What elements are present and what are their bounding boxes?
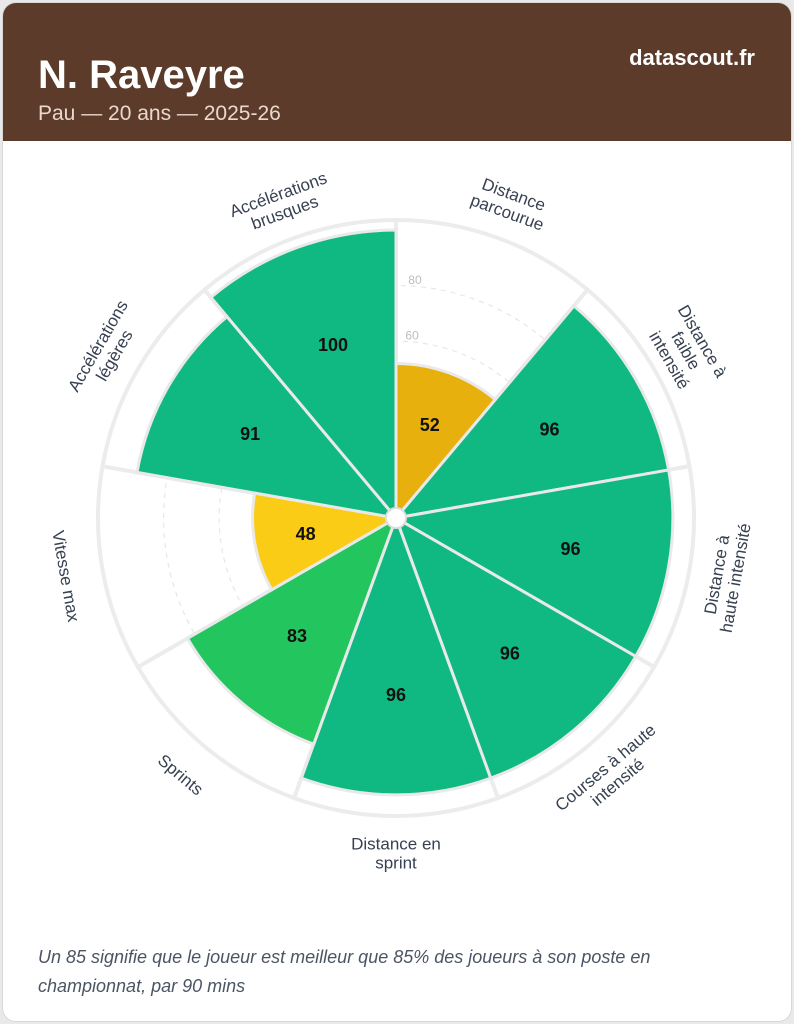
value-label: 96 (539, 419, 559, 439)
data-bar (394, 304, 671, 520)
value-label: 96 (500, 644, 520, 664)
data-bar (209, 228, 398, 520)
value-label: 96 (560, 539, 580, 559)
category-label-line: sprint (375, 854, 417, 873)
category-label: Distance en sprint (351, 835, 441, 873)
data-bar (394, 468, 675, 658)
value-label: 100 (318, 335, 348, 355)
header: N. Raveyre Pau — 20 ans — 2025-26 datasc… (3, 3, 791, 141)
value-label: 52 (420, 415, 440, 435)
data-bar (394, 516, 638, 780)
center-hub (385, 507, 407, 529)
value-label: 83 (287, 626, 307, 646)
category-label-line: Vitesse max (48, 529, 83, 624)
player-name: N. Raveyre (38, 53, 245, 97)
radial-tick-label: 60 (405, 328, 419, 342)
data-bar (394, 361, 497, 520)
category-label: Vitesse max (48, 529, 83, 624)
footnote: Un 85 signifie que le joueur est meilleu… (38, 947, 651, 996)
value-label: 96 (386, 685, 406, 705)
brand-label: datascout.fr (629, 45, 755, 70)
data-bar (299, 516, 493, 797)
data-bar (135, 315, 398, 520)
player-subtitle: Pau — 20 ans — 2025-26 (38, 102, 281, 125)
data-bar (251, 491, 398, 592)
category-label: Sprints (154, 751, 207, 800)
category-label-line: Distance en (351, 835, 441, 854)
category-label: Distance àhaute intensité (698, 519, 755, 635)
value-label: 91 (240, 424, 260, 444)
category-label-line: Sprints (154, 751, 207, 800)
value-label: 48 (296, 524, 316, 544)
category-label: Distanceparcourue (468, 173, 553, 235)
radial-tick-label: 80 (408, 273, 422, 287)
data-bar (186, 516, 398, 746)
